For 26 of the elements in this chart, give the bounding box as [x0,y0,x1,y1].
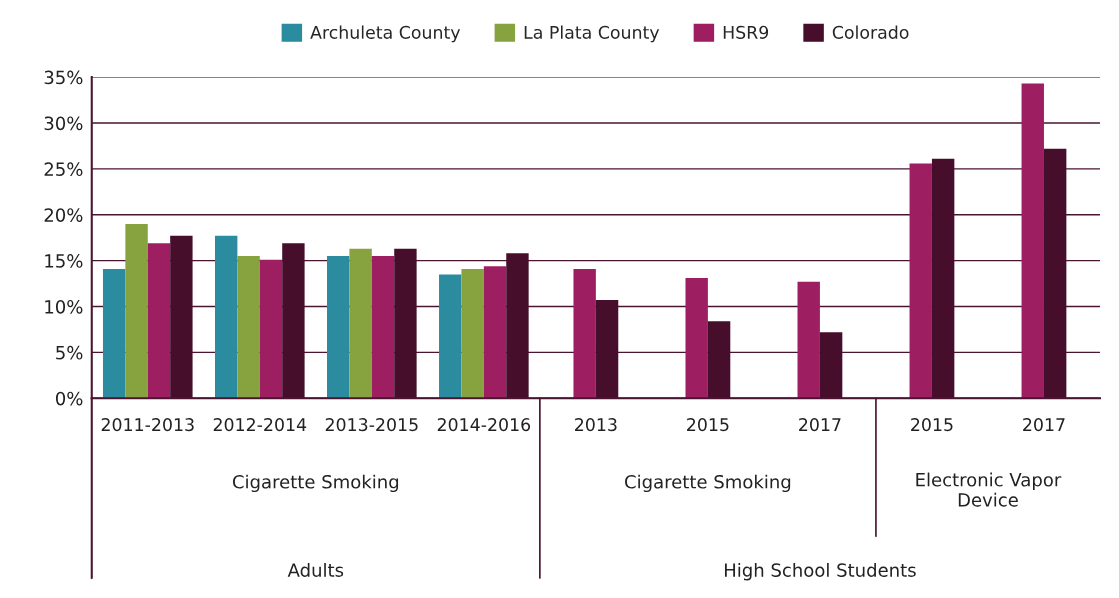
text: High School Students [724,562,916,581]
y-tick-label: 25% [44,162,83,177]
x-tick-label: 2017 [799,418,841,432]
legend-label: Colorado [832,25,909,39]
legend-label: HSR9 [723,25,769,39]
text: Cigarette Smoking [625,474,791,493]
x-tick-label: 2013-2015 [325,418,418,432]
x-tick-label: 2015 [911,418,953,432]
x-tick-label: 2012-2014 [213,418,307,432]
x-tick-label: 2014-2016 [437,418,531,432]
y-tick-label: 5% [56,345,83,360]
x-tick-label: 2015 [687,418,729,432]
y-tick-label: 20% [44,208,83,222]
legend-label: Archuleta County [310,25,461,43]
y-tick-label: 15% [45,254,83,268]
text: Adults [287,562,344,577]
y-tick-label: 30% [44,116,83,131]
y-tick-label: 0% [55,391,83,406]
y-tick-label: 35% [44,70,83,85]
x-tick-label: 2017 [1023,418,1065,432]
text: Electronic Vapor Device [916,472,1062,507]
y-tick-label: 10% [45,299,83,314]
text: Cigarette Smoking [232,474,399,493]
legend-label: La Plata County [524,25,660,43]
x-tick-label: 2013 [575,418,617,432]
x-tick-label: 2011-2013 [101,418,194,432]
